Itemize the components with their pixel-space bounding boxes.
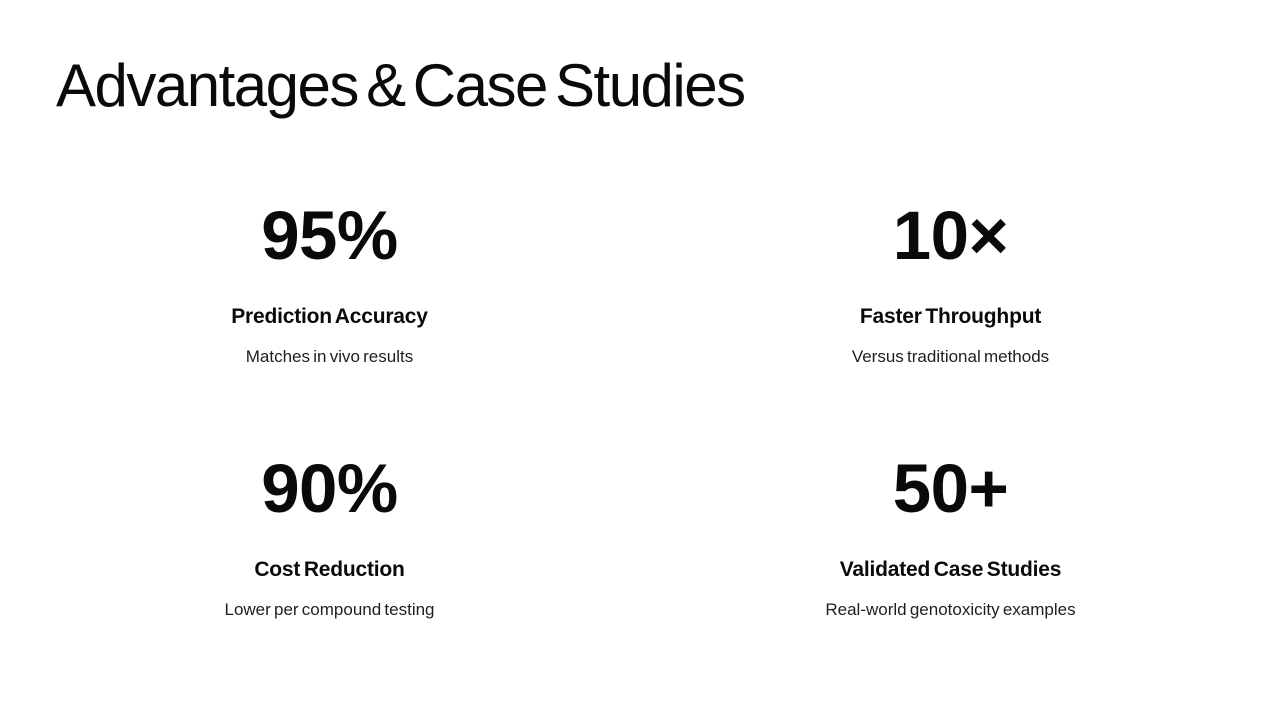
- stat-description: Real-world genotoxicity examples: [825, 599, 1076, 619]
- stat-label: Validated Case Studies: [839, 557, 1062, 581]
- slide-title: Advantages & Case Studies: [56, 52, 746, 119]
- stat-label: Prediction Accuracy: [231, 305, 428, 328]
- stat-label: Faster Throughput: [859, 305, 1042, 328]
- stat-description: Versus traditional methods: [851, 347, 1050, 367]
- stat-value: 50+: [892, 449, 1009, 527]
- stat-description: Lower per compound testing: [224, 599, 435, 619]
- stat-block-prediction-accuracy: 95% Prediction Accuracy Matches in vivo …: [19, 201, 640, 368]
- stat-block-cost-reduction: 90% Cost Reduction Lower per compound te…: [19, 454, 640, 621]
- stat-value: 10×: [892, 197, 1009, 274]
- stat-block-validated-case-studies: 50+ Validated Case Studies Real-world ge…: [640, 454, 1261, 621]
- stat-description: Matches in vivo results: [245, 347, 414, 367]
- stat-value: 95%: [261, 197, 398, 274]
- stat-value: 90%: [261, 449, 398, 527]
- stat-label: Cost Reduction: [254, 557, 405, 581]
- stats-grid: 95% Prediction Accuracy Matches in vivo …: [19, 201, 1261, 620]
- stat-block-faster-throughput: 10× Faster Throughput Versus traditional…: [640, 201, 1261, 368]
